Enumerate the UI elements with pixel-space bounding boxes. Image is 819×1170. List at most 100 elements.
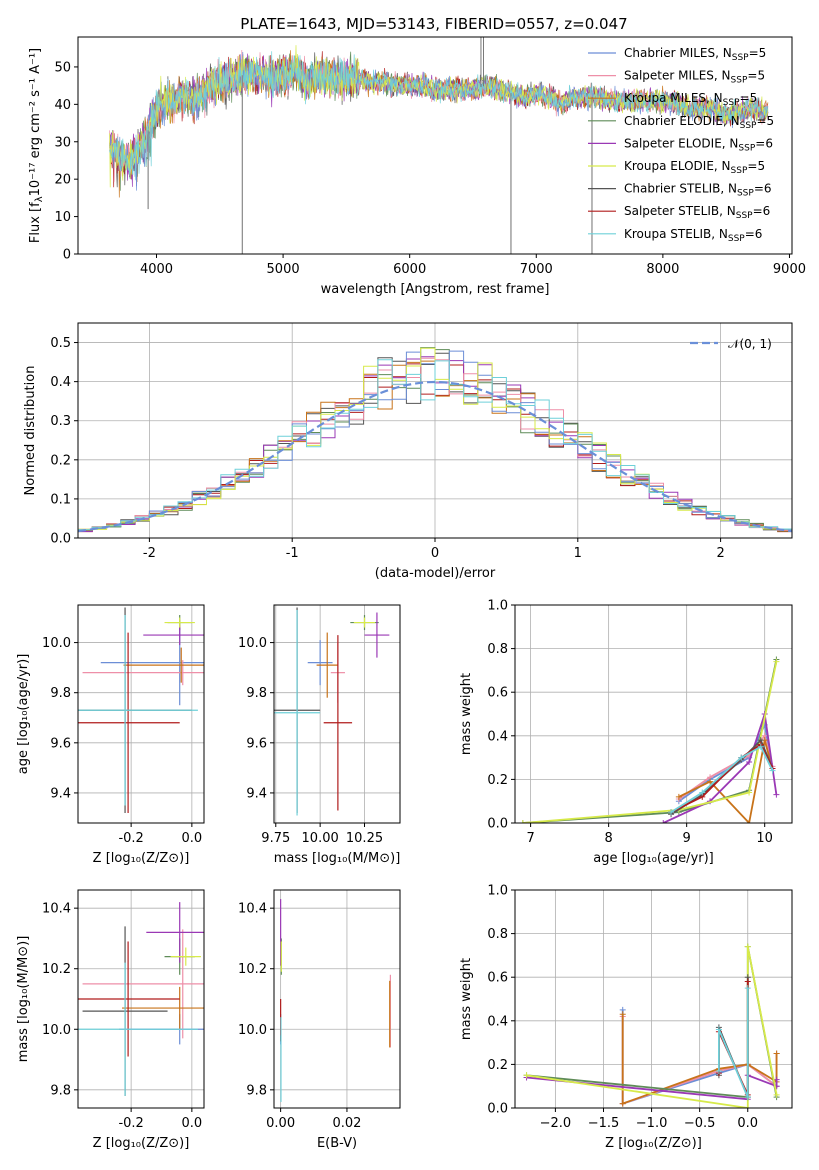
plot-area bbox=[78, 890, 204, 1108]
x-tick-label: -2 bbox=[143, 546, 156, 561]
y-axis-label: Flux [fλ10⁻¹⁷ erg cm⁻² s⁻¹ A⁻¹] bbox=[28, 48, 45, 243]
axes-frame bbox=[514, 604, 793, 824]
weight-line-5 bbox=[522, 661, 778, 823]
x-tick-label: 8000 bbox=[646, 262, 679, 277]
x-axis-label: wavelength [Angstrom, rest frame] bbox=[321, 282, 550, 297]
plot-area bbox=[274, 605, 400, 823]
x-tick-label: 0.00 bbox=[266, 1116, 295, 1131]
y-tick-label: 0 bbox=[63, 248, 71, 263]
y-tick-label: 0.0 bbox=[50, 532, 71, 547]
axes-frame bbox=[77, 889, 205, 1109]
y-tick-label: 9.8 bbox=[246, 686, 267, 701]
weight-marker-2 bbox=[619, 1100, 626, 1107]
chart-residuals: -2 -1 0 1 2 0.0 0.1 0.2 0.3 0.4 0.5 (data-model)/er… bbox=[23, 322, 793, 581]
chart-mass_weight_vs_age: 7 8 9 10 0.0 0.2 0.4 0.6 0.8 1.0 age [log₁₀(age/yr… bbox=[459, 599, 793, 866]
y-tick-label: 0.4 bbox=[50, 375, 71, 390]
x-tick-label: 6000 bbox=[393, 262, 426, 277]
weight-line-8 bbox=[718, 988, 749, 1098]
legend-entry: Chabrier ELODIE, NSSP=5 bbox=[624, 114, 774, 131]
x-tick-label: −1.5 bbox=[588, 1116, 620, 1131]
x-tick-label: −0.5 bbox=[684, 1116, 716, 1131]
x-tick-label: 4000 bbox=[140, 262, 173, 277]
plot-area bbox=[78, 323, 792, 538]
weight-line-3 bbox=[522, 659, 778, 823]
x-tick-label: 0 bbox=[431, 546, 439, 561]
x-tick-label: 0.0 bbox=[182, 831, 203, 846]
y-tick-label: 0.8 bbox=[487, 927, 508, 942]
y-tick-label: 0.6 bbox=[487, 971, 508, 986]
y-tick-label: 10.0 bbox=[238, 1023, 267, 1038]
weight-line-2 bbox=[678, 739, 774, 823]
y-tick-label: 9.8 bbox=[50, 1083, 71, 1098]
y-tick-label: 0.0 bbox=[487, 817, 508, 832]
weight-line-6 bbox=[718, 977, 749, 1098]
legend-entry: Kroupa STELIB, NSSP=6 bbox=[624, 227, 762, 244]
axes-frame bbox=[77, 604, 205, 824]
weight-marker-2 bbox=[619, 1011, 626, 1018]
x-axis-label: mass [log₁₀(M/M⊙)] bbox=[274, 851, 401, 866]
x-axis-label: Z [log₁₀(Z/Z⊙)] bbox=[93, 851, 190, 866]
y-tick-label: 10 bbox=[54, 210, 71, 225]
y-tick-label: 9.6 bbox=[50, 736, 71, 751]
weight-marker-2 bbox=[746, 820, 753, 823]
y-tick-label: 0.4 bbox=[487, 1014, 508, 1029]
axes-frame bbox=[273, 889, 401, 1109]
y-tick-label: 0.4 bbox=[487, 729, 508, 744]
y-tick-label: 50 bbox=[54, 60, 71, 75]
x-tick-label: -0.2 bbox=[118, 831, 143, 846]
y-tick-label: 0.8 bbox=[487, 642, 508, 657]
weight-marker-8 bbox=[715, 1026, 722, 1033]
x-tick-label: -1 bbox=[286, 546, 299, 561]
x-tick-label: −2.0 bbox=[540, 1116, 572, 1131]
y-tick-label: 10.0 bbox=[42, 1023, 71, 1038]
legend-entry: Chabrier STELIB, NSSP=6 bbox=[624, 182, 772, 199]
weight-marker-8 bbox=[715, 1067, 722, 1074]
plot-area bbox=[274, 890, 400, 1108]
normal-reference-curve bbox=[78, 380, 792, 533]
weight-marker-2 bbox=[675, 793, 682, 800]
legend-entry: Kroupa ELODIE, NSSP=5 bbox=[624, 159, 765, 176]
y-tick-label: 10.0 bbox=[238, 636, 267, 651]
legend-entry: Chabrier MILES, NSSP=5 bbox=[624, 46, 766, 63]
plot-area bbox=[109, 37, 769, 254]
weight-marker-2 bbox=[707, 778, 714, 785]
y-tick-label: 10.0 bbox=[42, 636, 71, 651]
y-tick-label: 0.0 bbox=[487, 1102, 508, 1117]
chart-mass_vs_ebv: 0.00 0.02 9.8 10.0 10.2 10.4 E(B-V) bbox=[238, 889, 401, 1151]
x-axis-label: (data-model)/error bbox=[375, 566, 496, 581]
legend-entry: 𝒩(0, 1) bbox=[728, 337, 772, 351]
y-tick-label: 9.8 bbox=[50, 686, 71, 701]
y-axis-label: mass weight bbox=[459, 673, 474, 755]
chart-age_vs_Z: -0.2 0.0 9.4 9.6 9.8 10.0 Z [log₁₀(Z/Z⊙)] age [… bbox=[16, 604, 205, 866]
legend-entry: Salpeter ELODIE, NSSP=6 bbox=[624, 136, 773, 153]
weight-marker-4 bbox=[746, 758, 753, 765]
x-tick-label: 5000 bbox=[267, 262, 300, 277]
y-tick-label: 0.2 bbox=[487, 773, 508, 788]
y-axis-label: mass [log₁₀(M/M⊙)] bbox=[16, 936, 31, 1063]
weight-marker-2 bbox=[773, 1050, 780, 1057]
axes-frame bbox=[77, 36, 793, 255]
y-tick-label: 1.0 bbox=[487, 884, 508, 899]
y-tick-label: 10.2 bbox=[238, 962, 267, 977]
weight-marker-8 bbox=[757, 743, 764, 750]
weight-marker-5 bbox=[773, 1091, 780, 1098]
figure-title: PLATE=1643, MJD=53143, FIBERID=0557, z=0… bbox=[240, 15, 627, 33]
x-axis-label: E(B-V) bbox=[317, 1136, 357, 1151]
x-tick-label: 10.25 bbox=[346, 831, 383, 846]
plot-area bbox=[78, 605, 204, 823]
weight-marker-4 bbox=[773, 791, 780, 798]
x-tick-label: 9.75 bbox=[261, 831, 290, 846]
y-tick-label: 10.4 bbox=[238, 902, 267, 917]
y-tick-label: 9.8 bbox=[246, 1083, 267, 1098]
y-tick-label: 30 bbox=[54, 135, 71, 150]
legend-entry: Salpeter STELIB, NSSP=6 bbox=[624, 204, 770, 221]
chart-mass_weight_vs_Z: −2.0 −1.5 −1.0 −0.5 0.0 0.0 0.2 0.4 0.6 0.8 1.0 Z [… bbox=[459, 884, 793, 1151]
plot-area bbox=[515, 605, 792, 823]
x-tick-label: 2 bbox=[716, 546, 724, 561]
x-tick-label: 0.02 bbox=[332, 1116, 361, 1131]
legend-entry: Salpeter MILES, NSSP=5 bbox=[624, 69, 765, 86]
x-tick-label: 1 bbox=[574, 546, 582, 561]
x-tick-label: 10 bbox=[756, 831, 773, 846]
weight-marker-8 bbox=[744, 985, 751, 992]
x-tick-label: -0.2 bbox=[118, 1116, 143, 1131]
